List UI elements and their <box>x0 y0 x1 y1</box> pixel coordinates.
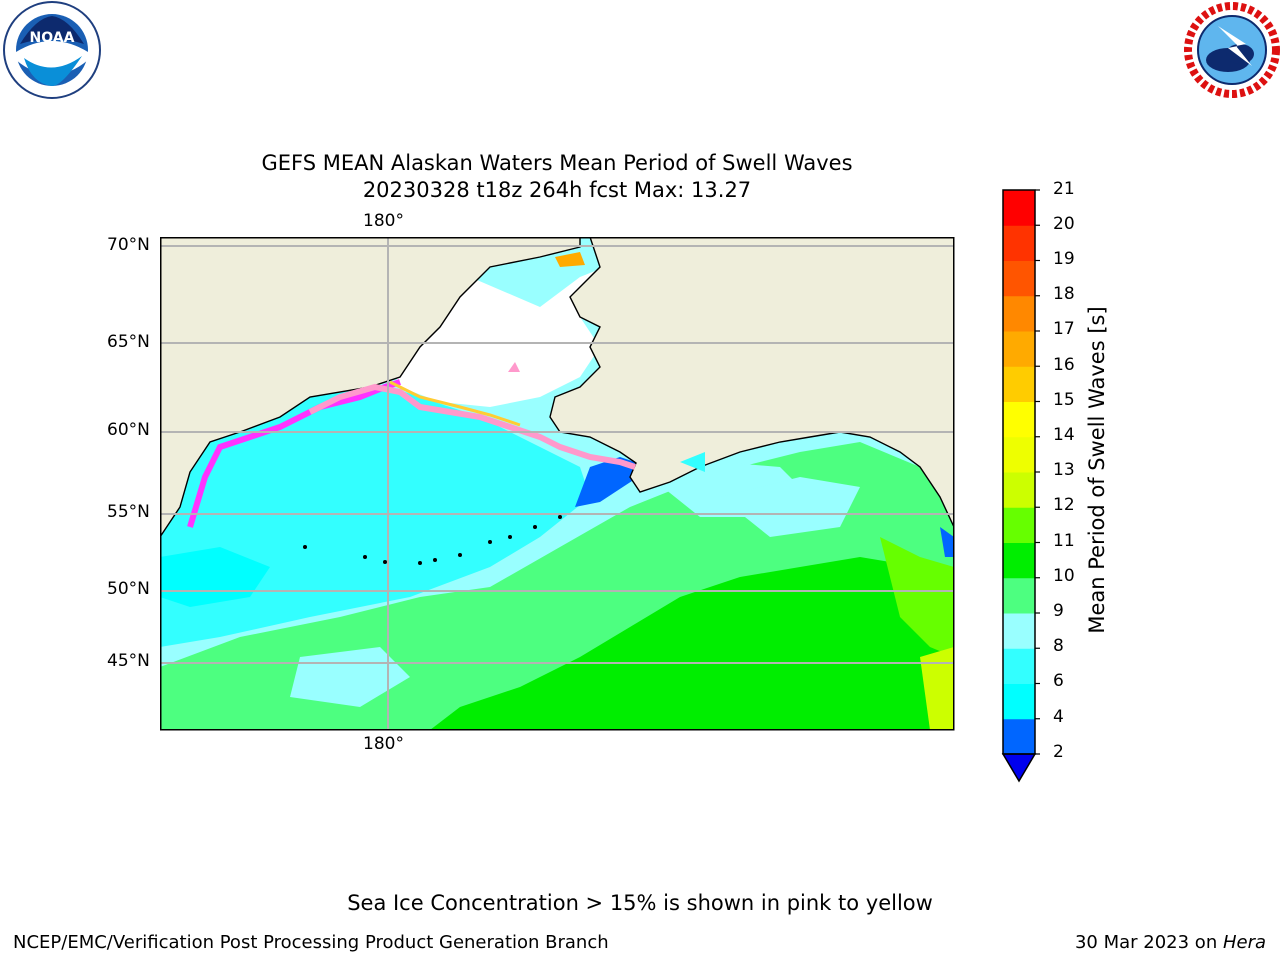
ice-patch-kotzebue <box>555 252 585 267</box>
footer-machine: Hera <box>1222 932 1266 953</box>
cbar-tick-6: 6 <box>1053 671 1064 691</box>
colorbar-segment <box>1003 225 1035 261</box>
cbar-tick-8: 8 <box>1053 636 1064 656</box>
lat-label-70: 70°N <box>107 235 150 255</box>
swell-period-map <box>160 237 955 731</box>
footer-date-text: 30 Mar 2023 on <box>1074 932 1223 953</box>
ice-patch-norton <box>508 362 520 372</box>
colorbar-segment <box>1003 648 1035 684</box>
colorbar-segment <box>1003 260 1035 297</box>
cbar-tick-11: 11 <box>1053 531 1075 551</box>
colorbar-svg <box>1001 189 1041 783</box>
aleutian-islands <box>303 515 562 565</box>
colorbar-segment <box>1003 366 1035 402</box>
colorbar-extend-arrow <box>1001 753 1037 783</box>
lat-label-65: 65°N <box>107 332 150 352</box>
colorbar-segment <box>1003 331 1035 367</box>
field-se-blue <box>940 527 954 557</box>
colorbar-segment <box>1003 718 1035 755</box>
cbar-tick-13: 13 <box>1053 460 1075 480</box>
colorbar-segment <box>1003 577 1035 614</box>
cbar-tick-18: 18 <box>1053 284 1075 304</box>
noaa-logo: NOAA <box>2 0 102 100</box>
lat-label-45: 45°N <box>107 651 150 671</box>
cbar-tick-16: 16 <box>1053 355 1075 375</box>
field-lime <box>920 647 954 730</box>
map-frame <box>160 237 955 731</box>
noaa-logo-text: NOAA <box>30 30 75 46</box>
ice-edge-yellow <box>389 380 521 427</box>
field-gulf-cyan <box>680 452 705 472</box>
footer-date: 30 Mar 2023 on Hera <box>1075 932 1266 953</box>
lon-label-top: 180° <box>363 211 404 231</box>
cbar-tick-2: 2 <box>1053 742 1064 762</box>
colorbar-segment <box>1003 190 1035 226</box>
footer-org: NCEP/EMC/Verification Post Processing Pr… <box>13 932 609 953</box>
cbar-tick-12: 12 <box>1053 495 1075 515</box>
lat-label-55: 55°N <box>107 502 150 522</box>
cbar-tick-21: 21 <box>1053 179 1075 199</box>
cbar-tick-20: 20 <box>1053 214 1075 234</box>
lat-label-50: 50°N <box>107 579 150 599</box>
patch-light-cyan-3 <box>720 477 860 537</box>
field-green <box>430 557 954 730</box>
cbar-tick-15: 15 <box>1053 390 1075 410</box>
colorbar-segment <box>1003 295 1035 332</box>
colorbar-segment <box>1003 472 1035 508</box>
colorbar-segment <box>1003 613 1035 649</box>
ice-edge-bering <box>308 383 636 470</box>
field-yellow-green <box>880 537 954 657</box>
cbar-tick-9: 9 <box>1053 601 1064 621</box>
cbar-tick-10: 10 <box>1053 566 1075 586</box>
cbar-tick-4: 4 <box>1053 707 1064 727</box>
lon-label-bottom: 180° <box>363 734 404 754</box>
colorbar-label: Mean Period of Swell Waves [s] <box>1085 306 1109 634</box>
field-cyan <box>160 387 590 647</box>
colorbar <box>1000 188 1041 784</box>
colorbar-segment <box>1003 507 1035 543</box>
colorbar-segment <box>1003 683 1035 720</box>
colorbar-segment <box>1003 436 1035 473</box>
nws-logo <box>1180 0 1280 100</box>
sea-ice-note: Sea Ice Concentration > 15% is shown in … <box>347 891 933 915</box>
cbar-tick-19: 19 <box>1053 249 1075 269</box>
cbar-tick-17: 17 <box>1053 319 1075 339</box>
cbar-tick-14: 14 <box>1053 425 1075 445</box>
chart-title-line1: GEFS MEAN Alaskan Waters Mean Period of … <box>261 151 853 175</box>
land-alaska <box>549 237 954 528</box>
chart-title-line2: 20230328 t18z 264h fcst Max: 13.27 <box>362 178 752 202</box>
lat-label-60: 60°N <box>107 420 150 440</box>
field-blue <box>575 457 638 507</box>
graticule <box>160 237 954 730</box>
colorbar-segment <box>1003 401 1035 438</box>
colorbar-segment <box>1003 542 1035 579</box>
